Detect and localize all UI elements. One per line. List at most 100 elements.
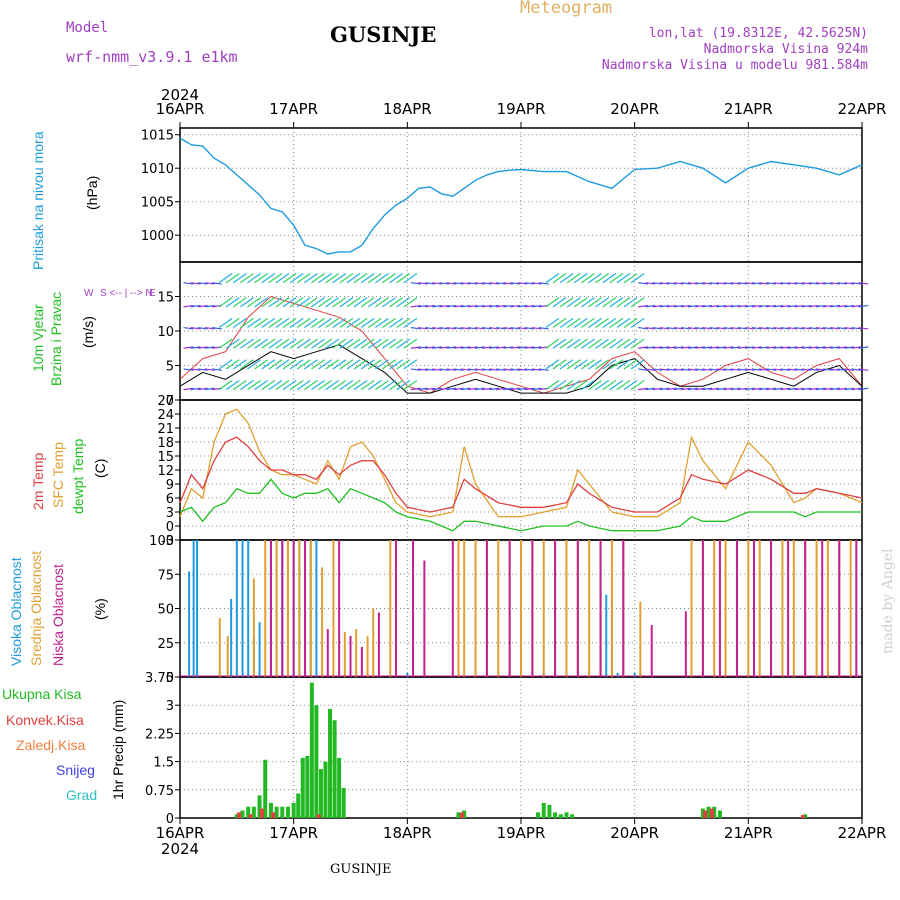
- wind-arrow: [694, 326, 706, 330]
- wind-arrow: [282, 359, 297, 370]
- wind-arrow: [801, 326, 812, 330]
- wind-arrow: [524, 282, 535, 285]
- wind-arrow: [353, 338, 368, 349]
- wind-arrow: [709, 282, 720, 285]
- wind-arrow: [204, 368, 215, 371]
- cloud-bar-mid: [366, 635, 369, 677]
- cloud-bar-low: [304, 540, 307, 677]
- wind-arrow: [289, 297, 304, 308]
- wind-arrow: [446, 282, 457, 285]
- wind-arrow: [183, 282, 194, 285]
- y-tick-label: 15: [157, 291, 174, 306]
- legend-conv: Konvek.Kisa: [6, 712, 84, 728]
- precip-bar-conv: [709, 808, 714, 818]
- wind-arrow: [289, 379, 304, 391]
- wind-arrow: [766, 368, 777, 371]
- wind-arrow: [460, 346, 471, 349]
- wind-arrow: [573, 297, 588, 308]
- wind-arrow: [481, 387, 492, 391]
- cloud-bar-mid: [724, 540, 727, 677]
- wind-arrow: [403, 359, 418, 370]
- wind-arrow: [602, 338, 617, 349]
- wind-arrow: [325, 359, 340, 370]
- wind-arrow: [623, 273, 638, 284]
- wind-arrow: [652, 282, 663, 285]
- wind-arrow: [410, 326, 421, 330]
- wind-arrow: [815, 326, 826, 330]
- wind-arrow: [453, 304, 464, 308]
- wind-arrow: [481, 346, 492, 349]
- wind-arrow: [837, 304, 848, 308]
- wind-arrow: [737, 282, 748, 285]
- wind-arrow: [559, 379, 574, 391]
- wind-arrow: [225, 338, 240, 349]
- date-label-bottom: 16APR: [156, 824, 205, 842]
- wind-arrow: [510, 387, 521, 391]
- precip-bar-total: [318, 769, 323, 818]
- cloud-bar-mid: [497, 540, 500, 677]
- precip-bar-total: [570, 814, 575, 818]
- wind-arrow: [303, 379, 318, 391]
- wind-arrow: [566, 297, 581, 308]
- wind-arrow: [467, 346, 478, 349]
- wind-arrow: [737, 346, 748, 349]
- cloud-bar-mid: [463, 540, 466, 677]
- wind-arrow: [794, 326, 805, 330]
- wind-arrow: [332, 379, 347, 391]
- wind-arrow: [702, 282, 713, 285]
- wind-arrow: [566, 317, 581, 329]
- wind-arrow: [275, 379, 290, 391]
- date-label-bottom: 20APR: [610, 824, 659, 842]
- wind-arrow: [652, 387, 663, 391]
- cloud-bar-mid: [565, 540, 568, 677]
- wind-arrow: [666, 326, 677, 330]
- wind-arrow: [360, 297, 375, 308]
- wind-arrow: [822, 346, 833, 349]
- precip-bar-total: [257, 795, 262, 818]
- wind-arrow: [311, 317, 325, 329]
- wind-arrow: [666, 346, 677, 349]
- wind-arrow: [595, 273, 610, 284]
- wind-arrow: [254, 297, 269, 308]
- wind-arrow: [780, 368, 791, 371]
- wind-arrow: [573, 338, 588, 349]
- wind-arrow: [787, 282, 798, 285]
- wind-arrow: [666, 282, 677, 285]
- wind-arrow: [389, 317, 404, 329]
- wind-arrow: [417, 326, 428, 330]
- wind-arrow: [296, 379, 311, 391]
- cloud-bar-mid: [389, 540, 392, 677]
- wind-arrow: [496, 346, 507, 349]
- temp-sfc-line: [179, 408, 863, 518]
- precip-bar-conv: [800, 814, 805, 818]
- wind-arrow: [588, 317, 602, 329]
- wind-arrow: [702, 326, 713, 330]
- wind-key-larrow: <--: [109, 288, 122, 299]
- wind-arrow: [680, 346, 691, 349]
- wind-arrow: [524, 368, 535, 371]
- wind-arrow: [531, 304, 542, 308]
- wind-arrow: [268, 273, 283, 284]
- wind-arrow: [566, 338, 581, 349]
- wind-arrow: [403, 297, 418, 308]
- wind-arrow: [588, 338, 602, 349]
- wind-arrow: [218, 338, 233, 349]
- wind-arrow: [204, 304, 215, 308]
- wind-arrow: [474, 304, 485, 308]
- wind-arrow: [829, 282, 841, 285]
- wind-arrow: [517, 326, 528, 330]
- wind-arrow: [616, 379, 631, 391]
- wind-arrow: [638, 282, 649, 285]
- wind-arrow: [389, 297, 404, 308]
- wind-key-w: W: [84, 288, 94, 299]
- wind-arrow: [638, 387, 649, 391]
- precip-bar-total: [341, 787, 346, 818]
- y-tick-label: 27: [157, 394, 174, 409]
- wind-arrow: [545, 273, 560, 284]
- wind-arrow: [844, 326, 855, 330]
- wind-arrow: [545, 297, 560, 308]
- wind-arrow: [766, 304, 777, 308]
- date-label-top: 21APR: [724, 100, 773, 118]
- wind-arrow: [858, 387, 869, 391]
